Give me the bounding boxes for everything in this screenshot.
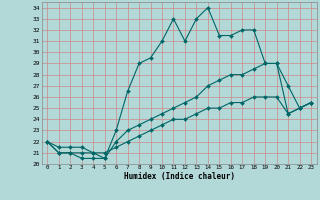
X-axis label: Humidex (Indice chaleur): Humidex (Indice chaleur) (124, 172, 235, 181)
